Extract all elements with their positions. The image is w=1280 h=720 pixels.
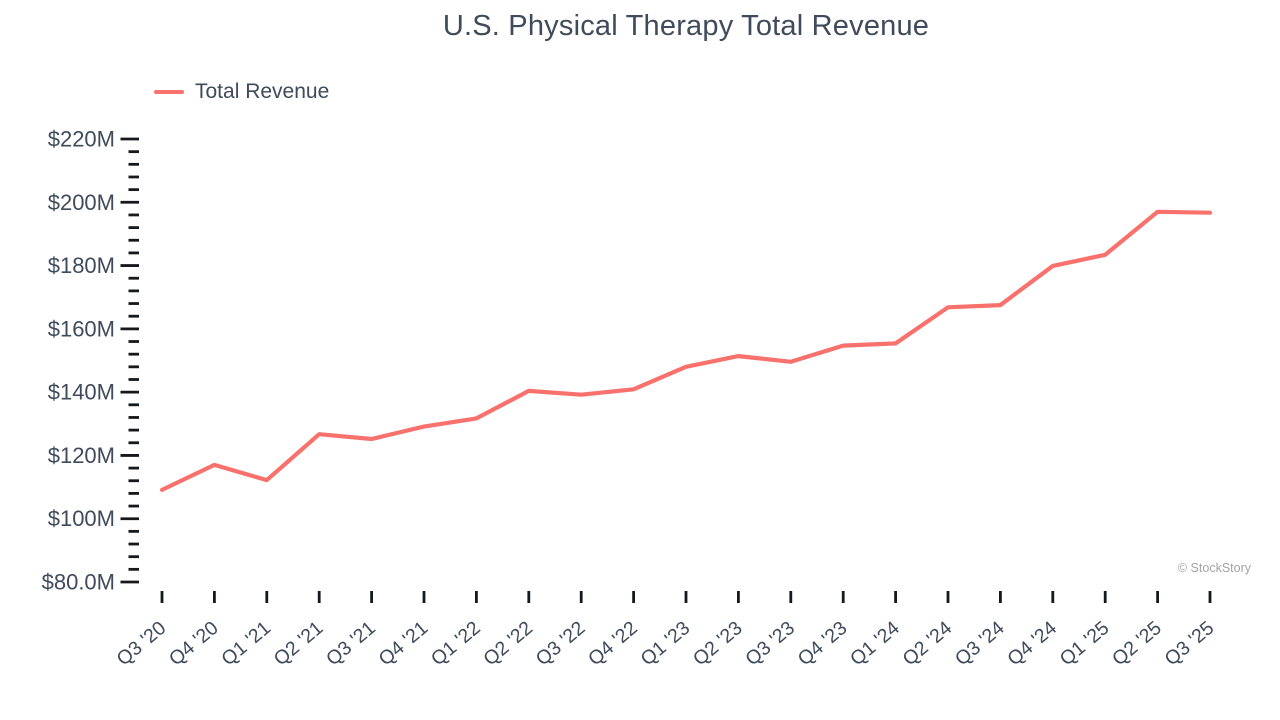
- x-axis-label: Q4 '20: [165, 617, 223, 670]
- y-axis-tick-label: $140M: [48, 380, 115, 405]
- y-axis-tick-label: $160M: [48, 316, 115, 341]
- total-revenue-line: [159, 209, 1213, 492]
- x-axis-label: Q4 '23: [794, 617, 852, 670]
- legend-label: Total Revenue: [195, 80, 330, 103]
- x-axis-label: Q2 '24: [899, 617, 957, 670]
- x-axis-label: Q2 '23: [689, 617, 747, 670]
- x-axis-label: Q3 '25: [1161, 617, 1219, 670]
- x-axis-label: Q4 '22: [584, 617, 642, 670]
- y-axis-tick-label: $220M: [48, 127, 115, 152]
- x-axis-label: Q1 '21: [217, 617, 275, 670]
- legend[interactable]: Total Revenue: [154, 80, 329, 104]
- x-axis-label: Q2 '21: [270, 617, 328, 670]
- x-axis-label: Q3 '20: [113, 617, 171, 670]
- x-axis-label: Q4 '24: [1003, 617, 1061, 670]
- y-axis-tick-label: $180M: [48, 253, 115, 278]
- x-axis-label: Q1 '24: [846, 617, 904, 670]
- x-axis-label: Q2 '25: [1108, 617, 1166, 670]
- y-axis-tick-label: $80.0M: [42, 570, 115, 595]
- x-axis-label: Q3 '24: [951, 617, 1009, 670]
- x-axis-label: Q1 '23: [637, 617, 695, 670]
- chart-title: U.S. Physical Therapy Total Revenue: [442, 10, 930, 42]
- y-axis-tick-label: $200M: [48, 190, 115, 215]
- x-axis-label: Q2 '22: [479, 617, 537, 670]
- y-axis-tick-label: $100M: [48, 506, 115, 531]
- x-axis-label: Q3 '23: [741, 617, 799, 670]
- x-axis-label: Q3 '21: [322, 617, 380, 670]
- stockstory-watermark: © StockStory: [1177, 561, 1251, 575]
- x-axis-label: Q3 '22: [532, 617, 590, 670]
- x-axis-label: Q1 '25: [1056, 617, 1114, 670]
- x-axis-label: Q1 '22: [427, 617, 485, 670]
- x-axis-label: Q4 '21: [375, 617, 433, 670]
- y-axis-tick-label: $120M: [48, 443, 115, 468]
- legend-line-swatch: [154, 89, 184, 95]
